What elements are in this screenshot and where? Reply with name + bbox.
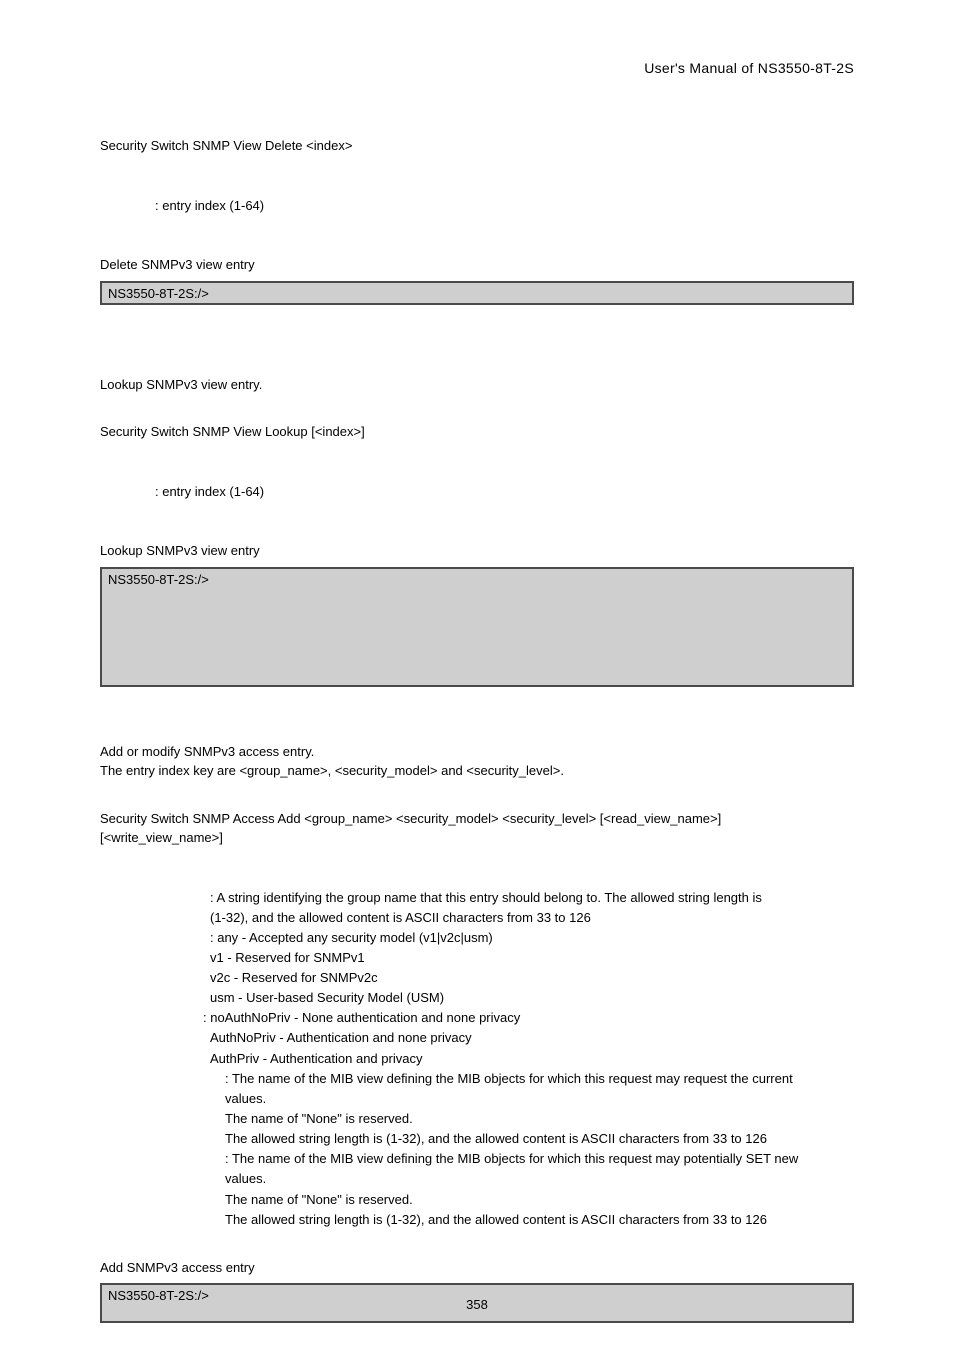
cli-box-view-lookup: NS3550-8T-2S:/> [100, 567, 854, 687]
param-level-l3: AuthPriv - Authentication and privacy [210, 1049, 854, 1069]
param-model-l4: usm - User-based Security Model (USM) [210, 988, 854, 1008]
param-read-l1: : The name of the MIB view defining the … [225, 1069, 854, 1089]
param-level-l2: AuthNoPriv - Authentication and none pri… [210, 1028, 854, 1048]
param-level-l1: : noAuthNoPriv - None authentication and… [203, 1008, 854, 1028]
param-read-l2: values. [225, 1089, 854, 1109]
page-container: User's Manual of NS3550-8T-2S Security S… [0, 0, 954, 1350]
param-model-l2: v1 - Reserved for SNMPv1 [210, 948, 854, 968]
header-manual-title: User's Manual of NS3550-8T-2S [100, 60, 854, 76]
param-write-l4: The allowed string length is (1-32), and… [225, 1210, 854, 1230]
access-add-params: : A string identifying the group name th… [100, 888, 854, 1230]
view-lookup-default-label: Lookup SNMPv3 view entry [100, 541, 854, 561]
page-number: 358 [0, 1297, 954, 1312]
param-model-l1: : any - Accepted any security model (v1|… [210, 928, 854, 948]
access-add-syntax-l1: Security Switch SNMP Access Add <group_n… [100, 809, 854, 829]
access-add-description-l2: The entry index key are <group_name>, <s… [100, 761, 854, 781]
cli-prompt: NS3550-8T-2S:/> [108, 286, 209, 301]
view-delete-param: : entry index (1-64) [100, 196, 854, 216]
param-read-l3: The name of "None" is reserved. [225, 1109, 854, 1129]
param-group-l2: (1-32), and the allowed content is ASCII… [210, 908, 854, 928]
view-delete-default-label: Delete SNMPv3 view entry [100, 255, 854, 275]
param-model-l3: v2c - Reserved for SNMPv2c [210, 968, 854, 988]
view-lookup-description: Lookup SNMPv3 view entry. [100, 375, 854, 395]
param-write-l1: : The name of the MIB view defining the … [225, 1149, 854, 1169]
param-write-l3: The name of "None" is reserved. [225, 1190, 854, 1210]
access-add-description-l1: Add or modify SNMPv3 access entry. [100, 742, 854, 762]
access-add-syntax-l2: [<write_view_name>] [100, 828, 854, 848]
view-lookup-syntax: Security Switch SNMP View Lookup [<index… [100, 422, 854, 442]
param-write-l2: values. [225, 1169, 854, 1189]
view-delete-syntax: Security Switch SNMP View Delete <index> [100, 136, 854, 156]
cli-box-view-delete: NS3550-8T-2S:/> [100, 281, 854, 305]
param-group-l1: : A string identifying the group name th… [210, 888, 854, 908]
view-lookup-param: : entry index (1-64) [100, 482, 854, 502]
access-add-default-label: Add SNMPv3 access entry [100, 1258, 854, 1278]
cli-prompt: NS3550-8T-2S:/> [108, 572, 209, 587]
param-read-l4: The allowed string length is (1-32), and… [225, 1129, 854, 1149]
